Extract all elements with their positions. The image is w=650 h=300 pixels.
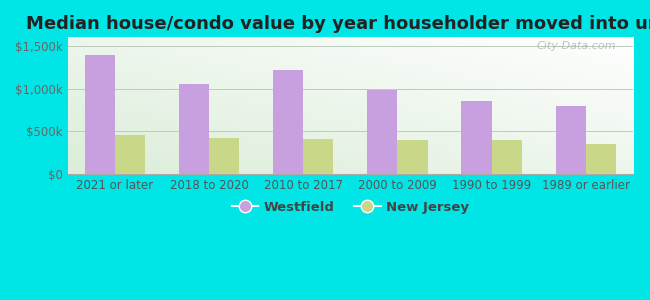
Bar <box>556 106 586 174</box>
Legend: Westfield, New Jersey: Westfield, New Jersey <box>226 196 474 219</box>
Title: Median house/condo value by year householder moved into unit: Median house/condo value by year househo… <box>25 15 650 33</box>
Bar <box>179 84 209 174</box>
Bar <box>367 90 397 174</box>
Text: City-Data.com: City-Data.com <box>536 41 616 51</box>
Bar <box>586 143 616 174</box>
Bar <box>209 138 239 174</box>
Bar <box>115 135 145 174</box>
Bar <box>303 139 333 174</box>
Bar <box>84 55 115 174</box>
Bar <box>273 70 303 174</box>
Bar <box>491 140 522 174</box>
Bar <box>462 101 491 174</box>
Bar <box>397 140 428 174</box>
